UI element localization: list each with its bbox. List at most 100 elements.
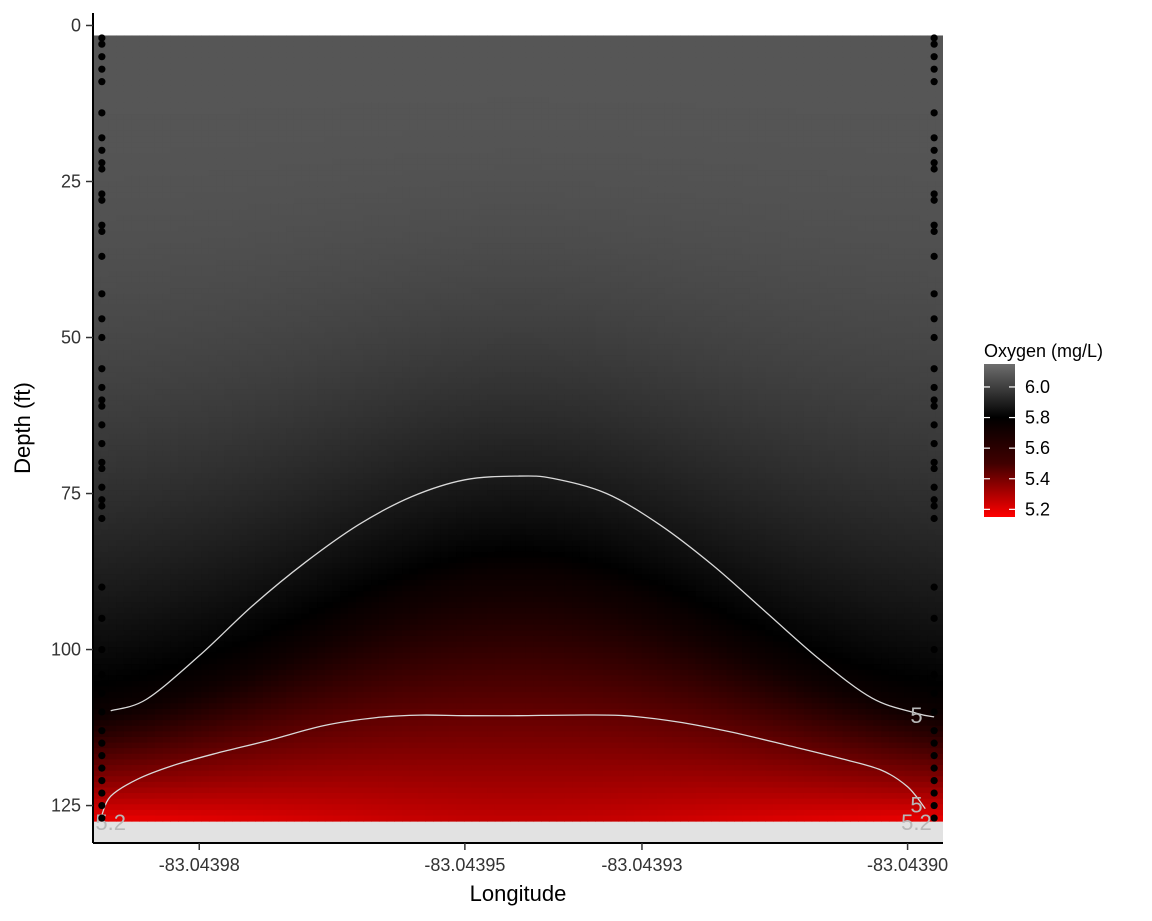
heatmap-cell bbox=[526, 97, 534, 103]
heatmap-cell bbox=[302, 142, 310, 148]
heatmap-cell bbox=[248, 249, 256, 255]
heatmap-cell bbox=[108, 58, 116, 64]
heatmap-cell bbox=[703, 193, 711, 199]
heatmap-cell bbox=[703, 103, 711, 109]
heatmap-cell bbox=[371, 103, 379, 109]
heatmap-cell bbox=[618, 187, 626, 193]
heatmap-cell bbox=[402, 165, 410, 171]
heatmap-cell bbox=[155, 47, 163, 53]
heatmap-cell bbox=[116, 136, 124, 142]
heatmap-cell bbox=[719, 204, 727, 210]
heatmap-cell bbox=[904, 181, 912, 187]
heatmap-cell bbox=[850, 170, 858, 176]
heatmap-cell bbox=[572, 120, 580, 126]
heatmap-cell bbox=[858, 215, 866, 221]
heatmap-cell bbox=[248, 114, 256, 120]
heatmap-cell bbox=[928, 260, 936, 266]
heatmap-cell bbox=[626, 86, 634, 92]
heatmap-cell bbox=[928, 103, 936, 109]
heatmap-cell bbox=[163, 114, 171, 120]
heatmap-cell bbox=[255, 92, 263, 98]
heatmap-cell bbox=[758, 232, 766, 238]
heatmap-cell bbox=[564, 69, 572, 75]
heatmap-cell bbox=[618, 176, 626, 182]
heatmap-cell bbox=[410, 80, 418, 86]
heatmap-cell bbox=[719, 142, 727, 148]
heatmap-cell bbox=[155, 108, 163, 114]
heatmap-cell bbox=[294, 92, 302, 98]
heatmap-cell bbox=[240, 226, 248, 232]
heatmap-cell bbox=[912, 282, 920, 288]
heatmap-cell bbox=[673, 215, 681, 221]
heatmap-cell bbox=[217, 64, 225, 70]
heatmap-cell bbox=[703, 232, 711, 238]
heatmap-cell bbox=[634, 114, 642, 120]
heatmap-cell bbox=[703, 260, 711, 266]
heatmap-cell bbox=[271, 35, 279, 41]
heatmap-cell bbox=[603, 148, 611, 154]
heatmap-cell bbox=[727, 80, 735, 86]
heatmap-cell bbox=[170, 243, 178, 249]
heatmap-cell bbox=[588, 165, 596, 171]
heatmap-cell bbox=[835, 136, 843, 142]
heatmap-cell bbox=[217, 153, 225, 159]
heatmap-cell bbox=[170, 75, 178, 81]
heatmap-cell bbox=[163, 52, 171, 58]
heatmap-cell bbox=[881, 198, 889, 204]
heatmap-cell bbox=[163, 80, 171, 86]
heatmap-cell bbox=[155, 148, 163, 154]
heatmap-cell bbox=[487, 52, 495, 58]
heatmap-cell bbox=[456, 243, 464, 249]
heatmap-cell bbox=[286, 232, 294, 238]
heatmap-cell bbox=[294, 243, 302, 249]
heatmap-cell bbox=[904, 282, 912, 288]
heatmap-cell bbox=[928, 97, 936, 103]
heatmap-cell bbox=[727, 86, 735, 92]
heatmap-cell bbox=[402, 58, 410, 64]
heatmap-cell bbox=[317, 243, 325, 249]
heatmap-cell bbox=[139, 221, 147, 227]
heatmap-cell bbox=[819, 142, 827, 148]
heatmap-cell bbox=[170, 97, 178, 103]
heatmap-cell bbox=[920, 260, 928, 266]
heatmap-cell bbox=[503, 103, 511, 109]
heatmap-cell bbox=[727, 159, 735, 165]
heatmap-cell bbox=[356, 176, 364, 182]
heatmap-cell bbox=[904, 215, 912, 221]
heatmap-cell bbox=[765, 131, 773, 137]
heatmap-cell bbox=[248, 142, 256, 148]
heatmap-cell bbox=[201, 271, 209, 277]
heatmap-cell bbox=[163, 176, 171, 182]
heatmap-cell bbox=[356, 226, 364, 232]
heatmap-cell bbox=[394, 288, 402, 294]
heatmap-cell bbox=[858, 243, 866, 249]
heatmap-cell bbox=[510, 209, 518, 215]
heatmap-cell bbox=[510, 198, 518, 204]
heatmap-cell bbox=[433, 47, 441, 53]
heatmap-cell bbox=[595, 209, 603, 215]
heatmap-cell bbox=[348, 209, 356, 215]
heatmap-cell bbox=[750, 266, 758, 272]
heatmap-cell bbox=[533, 271, 541, 277]
heatmap-cell bbox=[788, 153, 796, 159]
heatmap-cell bbox=[472, 260, 480, 266]
heatmap-cell bbox=[193, 41, 201, 47]
heatmap-cell bbox=[302, 108, 310, 114]
heatmap-cell bbox=[410, 277, 418, 283]
heatmap-cell bbox=[147, 120, 155, 126]
heatmap-cell bbox=[758, 35, 766, 41]
heatmap-cell bbox=[356, 125, 364, 131]
heatmap-cell bbox=[263, 170, 271, 176]
heatmap-cell bbox=[139, 142, 147, 148]
heatmap-cell bbox=[912, 41, 920, 47]
heatmap-cell bbox=[626, 148, 634, 154]
heatmap-cell bbox=[240, 266, 248, 272]
heatmap-cell bbox=[116, 64, 124, 70]
heatmap-cell bbox=[518, 58, 526, 64]
heatmap-cell bbox=[549, 69, 557, 75]
heatmap-cell bbox=[363, 277, 371, 283]
heatmap-cell bbox=[920, 266, 928, 272]
heatmap-cell bbox=[263, 136, 271, 142]
heatmap-cell bbox=[642, 271, 650, 277]
heatmap-cell bbox=[132, 153, 140, 159]
